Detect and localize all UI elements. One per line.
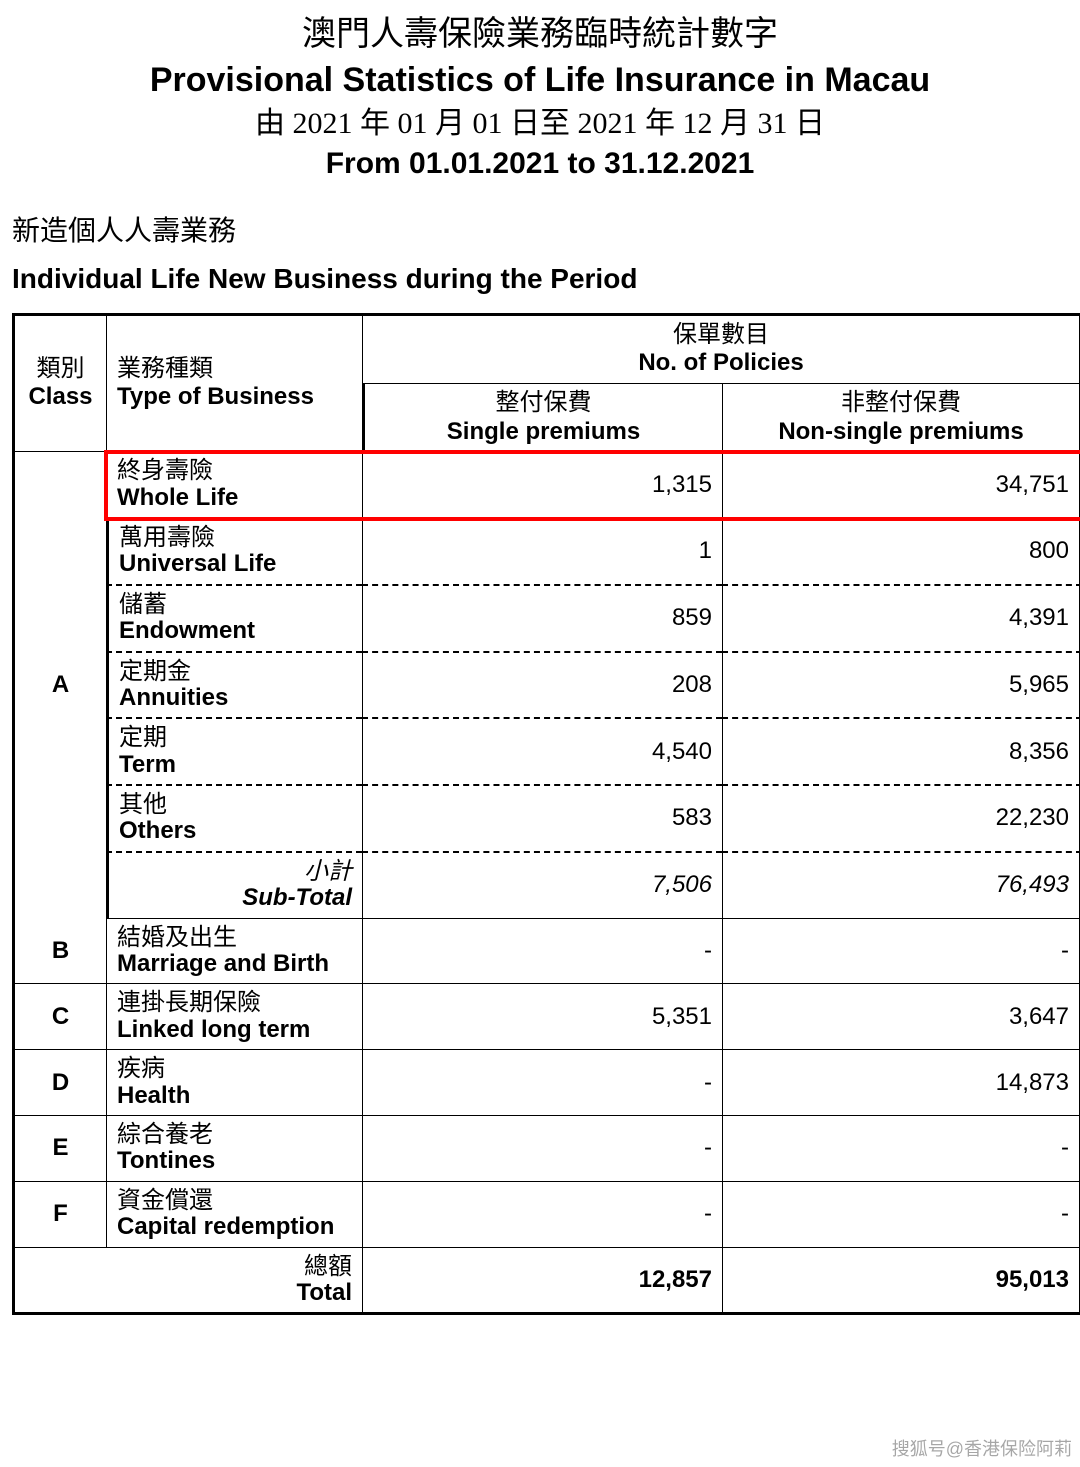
type-cell: 綜合養老 Tontines: [106, 1116, 362, 1182]
table-row: D 疾病 Health-14,873: [12, 1050, 1080, 1116]
table-row: E 綜合養老 Tontines--: [12, 1116, 1080, 1182]
value-cell: 583: [362, 786, 722, 853]
value-cell: -: [362, 1050, 722, 1116]
value-cell: 8,356: [722, 719, 1080, 786]
class-cell: B: [12, 919, 106, 985]
value-cell: 14,873: [722, 1050, 1080, 1116]
value-cell: 208: [362, 653, 722, 720]
table-row: 其他 Others58322,230: [12, 786, 1080, 853]
page-header: 澳門人壽保險業務臨時統計數字 Provisional Statistics of…: [12, 12, 1068, 185]
watermark: 搜狐号@香港保险阿莉: [892, 1435, 1072, 1461]
date-range-en: From 01.01.2021 to 31.12.2021: [12, 144, 1068, 185]
class-cell: F: [12, 1182, 106, 1248]
section-title-zh: 新造個人人壽業務: [12, 209, 1068, 249]
table-row: 儲蓄 Endowment8594,391: [12, 586, 1080, 653]
class-cell: A: [12, 452, 106, 918]
subtotal-label: 小計 Sub-Total: [106, 853, 362, 919]
col-header-policies: 保單數目 No. of Policies: [362, 316, 1080, 384]
type-cell: 結婚及出生 Marriage and Birth: [106, 919, 362, 985]
col-header-type: 業務種類 Type of Business: [106, 316, 362, 452]
col-header-single: 整付保費 Single premiums: [362, 384, 722, 452]
value-cell: 4,391: [722, 586, 1080, 653]
table-row: 定期 Term4,5408,356: [12, 719, 1080, 786]
subtotal-row: 小計 Sub-Total 7,50676,493: [12, 853, 1080, 919]
value-cell: -: [362, 919, 722, 985]
table-row: F 資金償還 Capital redemption--: [12, 1182, 1080, 1248]
type-cell: 儲蓄 Endowment: [106, 586, 362, 653]
value-cell: 5,351: [362, 984, 722, 1050]
stats-table-wrap: 類別 Class 業務種類 Type of Business 保單數目 No. …: [12, 313, 1068, 1316]
col-header-nonsingle: 非整付保費 Non-single premiums: [722, 384, 1080, 452]
value-cell: 7,506: [362, 853, 722, 919]
table-row: C 連掛長期保險 Linked long term5,3513,647: [12, 984, 1080, 1050]
value-cell: 22,230: [722, 786, 1080, 853]
class-cell: D: [12, 1050, 106, 1116]
value-cell: -: [722, 1182, 1080, 1248]
table-row: B 結婚及出生 Marriage and Birth--: [12, 919, 1080, 985]
class-cell: C: [12, 984, 106, 1050]
type-cell: 其他 Others: [106, 786, 362, 853]
total-label: 總額 Total: [12, 1248, 362, 1313]
value-cell: 859: [362, 586, 722, 653]
value-cell: 5,965: [722, 653, 1080, 720]
class-cell: E: [12, 1116, 106, 1182]
table-body: A 終身壽險 Whole Life1,31534,751 萬用壽險 Univer…: [12, 452, 1080, 1312]
title-en: Provisional Statistics of Life Insurance…: [12, 58, 1068, 104]
value-cell: -: [722, 1116, 1080, 1182]
value-cell: 1,315: [362, 452, 722, 519]
value-cell: 12,857: [362, 1248, 722, 1313]
type-cell: 連掛長期保險 Linked long term: [106, 984, 362, 1050]
title-zh: 澳門人壽保險業務臨時統計數字: [12, 12, 1068, 58]
table-row: 萬用壽險 Universal Life1800: [12, 519, 1080, 586]
value-cell: -: [722, 919, 1080, 985]
type-cell: 定期 Term: [106, 719, 362, 786]
stats-table: 類別 Class 業務種類 Type of Business 保單數目 No. …: [12, 313, 1080, 1316]
type-cell: 萬用壽險 Universal Life: [106, 519, 362, 586]
section-title-en: Individual Life New Business during the …: [12, 263, 1068, 295]
type-cell: 資金償還 Capital redemption: [106, 1182, 362, 1248]
value-cell: 3,647: [722, 984, 1080, 1050]
value-cell: -: [362, 1182, 722, 1248]
value-cell: -: [362, 1116, 722, 1182]
value-cell: 95,013: [722, 1248, 1080, 1313]
value-cell: 4,540: [362, 719, 722, 786]
type-cell: 定期金 Annuities: [106, 653, 362, 720]
col-header-class: 類別 Class: [12, 316, 106, 452]
table-head: 類別 Class 業務種類 Type of Business 保單數目 No. …: [12, 316, 1080, 452]
total-row: 總額 Total 12,85795,013: [12, 1248, 1080, 1313]
value-cell: 34,751: [722, 452, 1080, 519]
table-row: A 終身壽險 Whole Life1,31534,751: [12, 452, 1080, 519]
type-cell: 疾病 Health: [106, 1050, 362, 1116]
value-cell: 800: [722, 519, 1080, 586]
date-range-zh: 由 2021 年 01 月 01 日至 2021 年 12 月 31 日: [12, 104, 1068, 145]
value-cell: 1: [362, 519, 722, 586]
type-cell: 終身壽險 Whole Life: [106, 452, 362, 519]
table-row: 定期金 Annuities2085,965: [12, 653, 1080, 720]
value-cell: 76,493: [722, 853, 1080, 919]
